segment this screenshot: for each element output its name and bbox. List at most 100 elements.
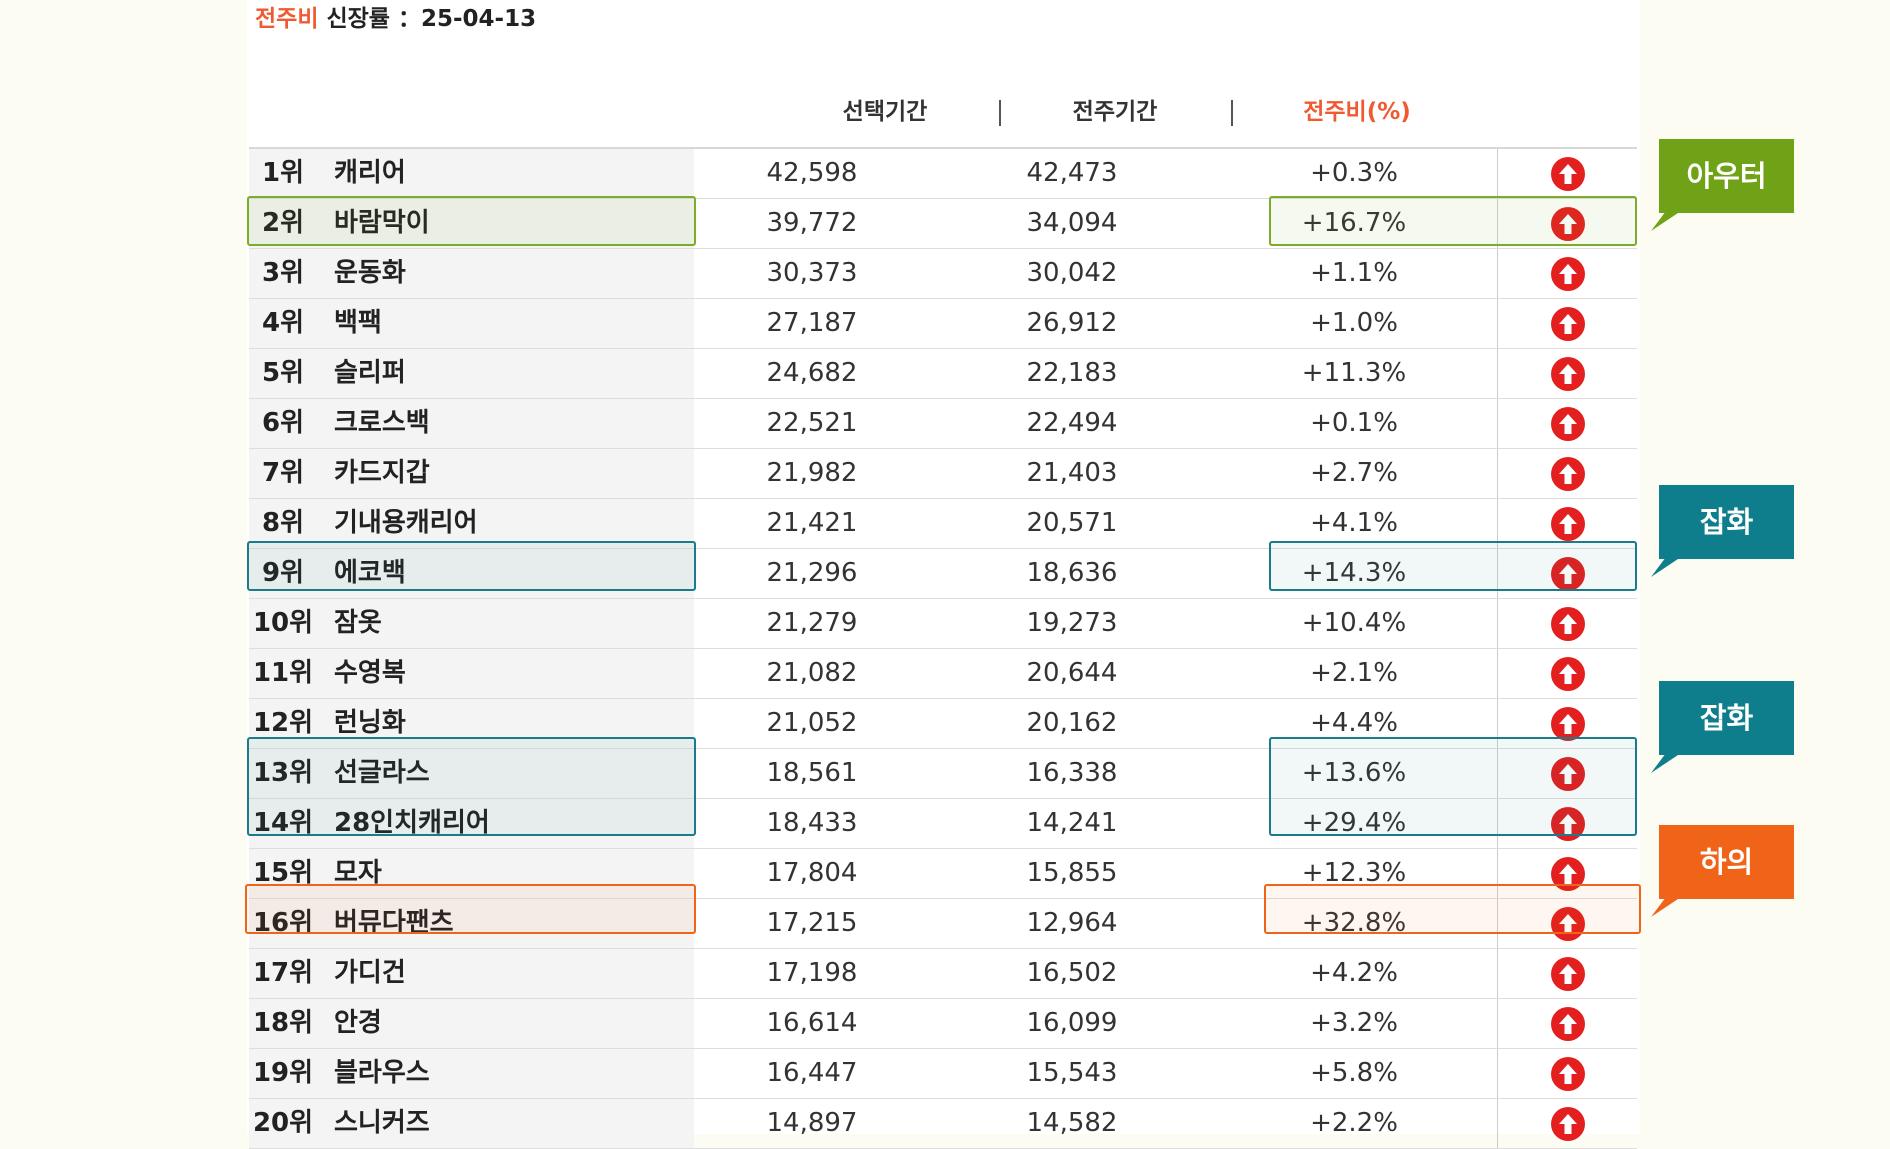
week-ratio-value: +3.2% — [1310, 1008, 1398, 1038]
up-arrow-circle-icon — [1551, 156, 1585, 191]
item-cell-bg — [249, 399, 694, 448]
selected-period-value: 16,447 — [766, 1058, 858, 1088]
selected-period-value: 21,982 — [766, 458, 858, 488]
trend-cell — [1497, 599, 1638, 648]
up-arrow-circle-icon — [1551, 206, 1585, 241]
badge-shape — [1659, 681, 1794, 755]
week-ratio-value: +2.1% — [1310, 658, 1398, 688]
up-arrow-circle-icon — [1551, 756, 1585, 791]
item-name: 운동화 — [334, 258, 406, 288]
rank-label: 15위 — [252, 858, 314, 888]
selected-period-value: 17,198 — [766, 958, 858, 988]
rank-label: 1위 — [261, 158, 304, 188]
rank-label: 7위 — [261, 458, 304, 488]
rank-label: 11위 — [252, 658, 314, 688]
item-name: 수영복 — [334, 658, 406, 688]
table-row: 6위 크로스백 22,521 22,494 +0.1% — [249, 399, 1637, 449]
selected-period-value: 27,187 — [766, 308, 858, 338]
header-previous-week: 전주기간 — [1072, 99, 1158, 125]
rank-label: 6위 — [261, 408, 304, 438]
table-row: 4위 백팩 27,187 26,912 +1.0% — [249, 299, 1637, 349]
rank-label: 18위 — [252, 1008, 314, 1038]
item-name: 에코백 — [334, 558, 406, 588]
trend-cell — [1497, 549, 1638, 598]
selected-period-value: 39,772 — [766, 208, 858, 238]
rank-label: 20위 — [252, 1108, 314, 1138]
table-row: 8위 기내용캐리어 21,421 20,571 +4.1% — [249, 499, 1637, 549]
week-ratio-value: +0.1% — [1310, 408, 1398, 438]
item-name: 선글라스 — [334, 758, 430, 788]
rank-label: 3위 — [261, 258, 304, 288]
week-ratio-value: +2.7% — [1310, 458, 1398, 488]
table-row: 13위 선글라스 18,561 16,338 +13.6% — [249, 749, 1637, 799]
table-row: 5위 슬리퍼 24,682 22,183 +11.3% — [249, 349, 1637, 399]
item-cell-bg — [249, 349, 694, 398]
up-arrow-circle-icon — [1551, 956, 1585, 991]
highlight-rank-13-14-ratio — [1269, 737, 1637, 836]
up-arrow-circle-icon — [1551, 506, 1585, 541]
item-name: 캐리어 — [334, 158, 406, 188]
selected-period-value: 16,614 — [766, 1008, 858, 1038]
previous-week-value: 42,473 — [1026, 158, 1118, 188]
table-row: 15위 모자 17,804 15,855 +12.3% — [249, 849, 1637, 899]
trend-cell — [1497, 399, 1638, 448]
badge-shape — [1659, 139, 1794, 213]
up-arrow-circle-icon — [1551, 806, 1585, 841]
up-arrow-circle-icon — [1551, 306, 1585, 341]
up-arrow-circle-icon — [1551, 1106, 1585, 1141]
selected-period-value: 42,598 — [766, 158, 858, 188]
previous-week-value: 22,494 — [1026, 408, 1118, 438]
trend-cell — [1497, 449, 1638, 498]
up-arrow-circle-icon — [1551, 606, 1585, 641]
item-cell-bg — [249, 499, 694, 548]
trend-cell — [1497, 149, 1638, 198]
rank-label: 12위 — [252, 708, 314, 738]
selected-period-value: 22,521 — [766, 408, 858, 438]
item-cell-bg — [249, 1049, 694, 1098]
selected-period-value: 17,215 — [766, 908, 858, 938]
up-arrow-circle-icon — [1551, 856, 1585, 891]
table-row: 18위 안경 16,614 16,099 +3.2% — [249, 999, 1637, 1049]
previous-week-value: 26,912 — [1026, 308, 1118, 338]
table-row: 19위 블라우스 16,447 15,543 +5.8% — [249, 1049, 1637, 1099]
rank-label: 5위 — [261, 358, 304, 388]
up-arrow-circle-icon — [1551, 356, 1585, 391]
highlight-rank-16-ratio — [1264, 884, 1641, 934]
table-row: 12위 런닝화 21,052 20,162 +4.4% — [249, 699, 1637, 749]
item-cell-bg — [249, 299, 694, 348]
item-cell-bg — [249, 899, 694, 948]
item-name: 슬리퍼 — [334, 358, 406, 388]
table-row: 2위 바람막이 39,772 34,094 +16.7% — [249, 199, 1637, 249]
item-name: 잠옷 — [334, 608, 382, 638]
week-ratio-value: +4.1% — [1310, 508, 1398, 538]
up-arrow-circle-icon — [1551, 556, 1585, 591]
item-cell-bg — [249, 849, 694, 898]
trend-cell — [1497, 749, 1638, 798]
selected-period-value: 18,433 — [766, 808, 858, 838]
item-name: 카드지갑 — [334, 458, 430, 488]
rank-label: 19위 — [252, 1058, 314, 1088]
previous-week-value: 19,273 — [1026, 608, 1118, 638]
selected-period-value: 21,421 — [766, 508, 858, 538]
item-cell-bg — [249, 799, 694, 848]
badge-shape — [1659, 825, 1794, 899]
selected-period-value: 18,561 — [766, 758, 858, 788]
title-text: 신장률 ：25-04-13 — [318, 6, 537, 32]
previous-week-value: 16,502 — [1026, 958, 1118, 988]
table-row: 17위 가디건 17,198 16,502 +4.2% — [249, 949, 1637, 999]
badge-label: 잡화 — [1699, 505, 1754, 539]
week-ratio-value: +14.3% — [1301, 558, 1407, 588]
week-ratio-value: +13.6% — [1301, 758, 1407, 788]
up-arrow-circle-icon — [1551, 256, 1585, 291]
table-row: 7위 카드지갑 21,982 21,403 +2.7% — [249, 449, 1637, 499]
highlight-rank-9-item — [247, 541, 696, 591]
previous-week-value: 15,855 — [1026, 858, 1118, 888]
item-name: 28인치캐리어 — [334, 808, 490, 838]
table-row: 3위 운동화 30,373 30,042 +1.1% — [249, 249, 1637, 299]
item-name: 모자 — [334, 858, 382, 888]
previous-week-value: 16,099 — [1026, 1008, 1118, 1038]
week-ratio-value: +1.1% — [1310, 258, 1398, 288]
table-row: 11위 수영복 21,082 20,644 +2.1% — [249, 649, 1637, 699]
item-cell-bg — [249, 999, 694, 1048]
trend-cell — [1497, 1049, 1638, 1098]
